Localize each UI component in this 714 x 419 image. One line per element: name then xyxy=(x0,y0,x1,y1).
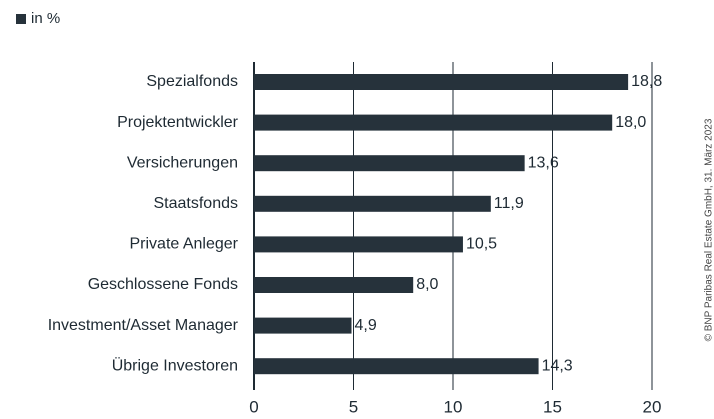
bar xyxy=(254,155,525,172)
y-tick-label: Versicherungen xyxy=(127,154,238,171)
x-tick-label: 5 xyxy=(349,397,358,416)
value-label: 18,0 xyxy=(615,114,646,131)
x-tick-label: 10 xyxy=(444,397,463,416)
legend-swatch xyxy=(16,14,26,24)
legend-label: in % xyxy=(31,10,60,27)
source: © BNP Paribas Real Estate GmbH, 31. März… xyxy=(704,118,714,341)
y-tick-label: Investment/Asset Manager xyxy=(48,317,239,334)
value-label: 18,8 xyxy=(631,73,662,90)
y-tick-label: Spezialfonds xyxy=(146,73,238,90)
value-label: 10,5 xyxy=(466,236,497,253)
bar xyxy=(254,317,352,334)
bar xyxy=(254,195,491,212)
bar xyxy=(254,74,629,90)
y-tick-label: Übrige Investoren xyxy=(112,356,238,374)
x-tick-label: 0 xyxy=(249,397,258,416)
value-label: 4,9 xyxy=(355,317,377,334)
y-tick-label: Geschlossene Fonds xyxy=(88,276,238,293)
value-label: 11,9 xyxy=(494,195,524,212)
x-tick-label: 15 xyxy=(543,397,562,416)
y-tick-label: Projektentwickler xyxy=(117,114,239,131)
bar xyxy=(254,114,613,131)
value-label: 8,0 xyxy=(416,276,438,293)
x-tick-label: 20 xyxy=(643,397,662,416)
y-tick-label: Private Anleger xyxy=(129,236,238,253)
value-label: 13,6 xyxy=(528,154,559,171)
bar xyxy=(254,236,463,253)
value-label: 14,3 xyxy=(542,357,573,374)
y-tick-label: Staatsfonds xyxy=(154,195,239,212)
bar xyxy=(254,277,414,293)
bar xyxy=(254,358,539,375)
